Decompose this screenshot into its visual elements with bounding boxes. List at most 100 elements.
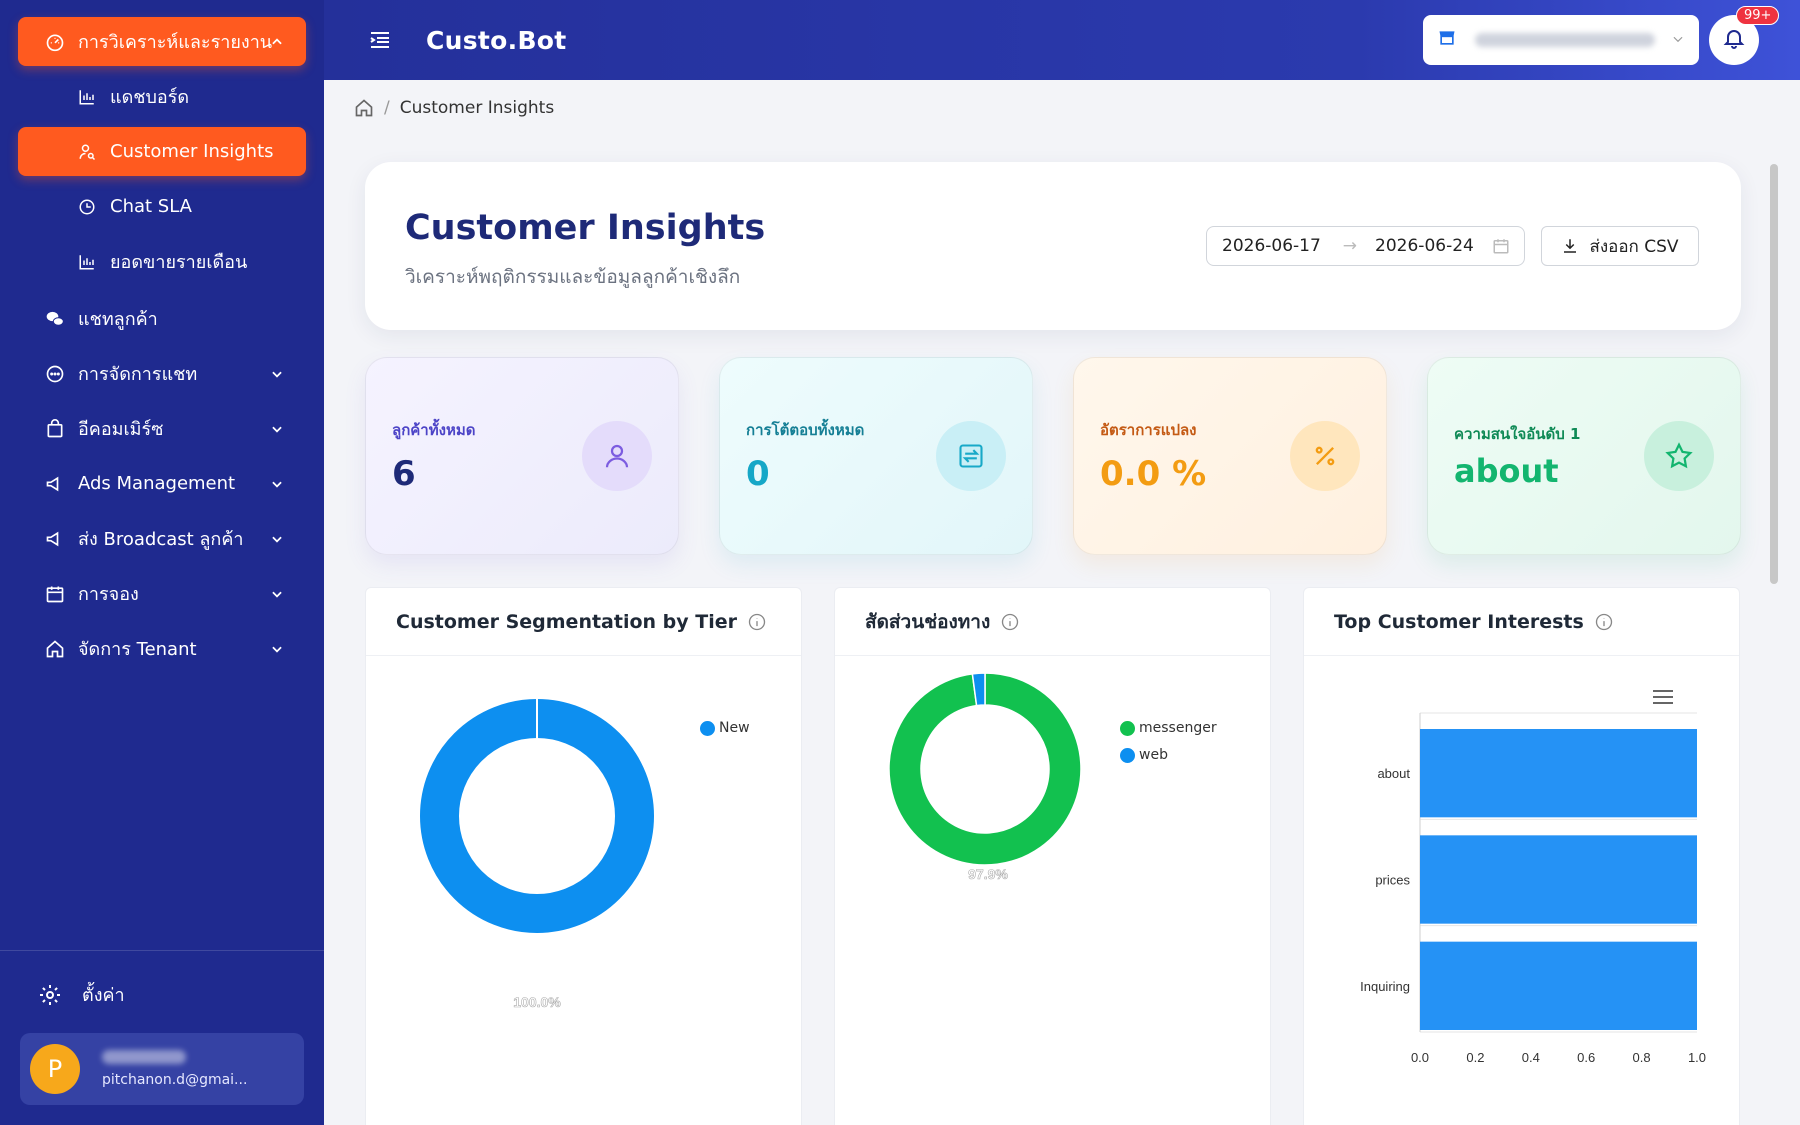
chart-legend: messenger web — [1120, 720, 1217, 763]
bar-prices[interactable] — [1420, 835, 1697, 924]
sidebar-item-customer-insights[interactable]: Customer Insights — [18, 127, 306, 176]
sidebar-divider — [0, 950, 324, 951]
y-tick-label: about — [1377, 766, 1410, 781]
x-tick-label: 0.8 — [1633, 1050, 1651, 1065]
segmentation-donut-chart: 100.0% — [420, 699, 654, 1010]
chevron-down-icon — [270, 532, 284, 546]
top-header: Custo.Bot 99+ — [324, 0, 1800, 80]
download-icon — [1561, 237, 1579, 255]
calendar-icon — [44, 583, 66, 605]
bar-about[interactable] — [1420, 729, 1697, 818]
sidebar-item-chat-sla[interactable]: Chat SLA — [18, 182, 306, 231]
card-header: สัดส่วนช่องทาง — [835, 588, 1270, 656]
chevron-down-icon — [270, 367, 284, 381]
home-icon[interactable] — [354, 98, 374, 118]
export-label: ส่งออก CSV — [1589, 236, 1679, 257]
gear-icon — [38, 983, 62, 1007]
x-tick-label: 0.0 — [1411, 1050, 1429, 1065]
legend-marker — [1120, 747, 1135, 763]
segmentation-card: Customer Segmentation by Tier 100.0% New — [365, 587, 802, 1125]
date-end[interactable]: 2026-06-24 — [1375, 236, 1474, 256]
card-title: Customer Segmentation by Tier — [396, 610, 737, 633]
home-icon — [44, 638, 66, 660]
chevron-up-icon — [270, 35, 284, 49]
avatar: P — [30, 1044, 80, 1094]
user-icon — [582, 421, 652, 491]
chevron-down-icon — [270, 642, 284, 656]
interests-bar-chart: about prices Inquiring 0.0 0.2 0.4 0.6 0.8 1.0 — [1360, 712, 1706, 1065]
date-start[interactable]: 2026-06-17 — [1222, 236, 1321, 256]
sidebar-group-analytics[interactable]: การวิเคราะห์และรายงาน — [18, 17, 306, 66]
info-icon[interactable] — [1000, 612, 1020, 632]
legend-item-messenger[interactable]: messenger — [1120, 720, 1217, 736]
sidebar-item-monthly-sales[interactable]: ยอดขายรายเดือน — [18, 237, 306, 286]
megaphone-icon — [44, 473, 66, 495]
user-profile-card[interactable]: P pitchanon.d@gmai... — [20, 1033, 304, 1105]
chat-bubble-icon — [44, 363, 66, 385]
slice-messenger[interactable] — [888, 672, 1082, 866]
channel-share-card: สัดส่วนช่องทาง 97.9% messenger web — [834, 587, 1271, 1125]
store-selector[interactable] — [1423, 15, 1699, 65]
dashboard-gauge-icon — [44, 31, 66, 53]
main-content: / Customer Insights Customer Insights วิ… — [324, 80, 1782, 1125]
arrow-right-icon: → — [1342, 236, 1358, 256]
export-csv-button[interactable]: ส่งออก CSV — [1541, 226, 1699, 266]
sidebar-item-ecommerce[interactable]: อีคอมเมิร์ซ — [18, 404, 306, 453]
legend-label: web — [1139, 747, 1168, 763]
info-icon[interactable] — [747, 612, 767, 632]
legend-item-web[interactable]: web — [1120, 747, 1217, 763]
stat-label: การโต้ตอบทั้งหมด — [746, 421, 865, 439]
wechat-icon — [44, 308, 66, 330]
settings-link[interactable]: ตั้งค่า — [38, 980, 125, 1009]
store-name-redacted — [1475, 33, 1655, 47]
stat-value: 0 — [746, 454, 770, 494]
interests-card: Top Customer Interests about prices Inquir… — [1303, 587, 1740, 1125]
sidebar-item-label: แดชบอร์ด — [110, 87, 190, 108]
stat-label: ลูกค้าทั้งหมด — [392, 421, 476, 439]
y-tick-label: prices — [1375, 873, 1410, 888]
channel-donut-chart: 97.9% — [888, 672, 1082, 882]
user-search-icon — [76, 141, 98, 163]
sidebar-item-broadcast[interactable]: ส่ง Broadcast ลูกค้า — [18, 514, 306, 563]
scrollbar-thumb[interactable] — [1770, 164, 1778, 584]
chart-menu-icon[interactable] — [1653, 689, 1675, 705]
legend-marker — [700, 720, 715, 736]
slice-data-label: 97.9% — [968, 866, 1008, 882]
sidebar-item-label: จัดการ Tenant — [78, 639, 197, 660]
chevron-down-icon — [270, 477, 284, 491]
stat-card-conversion-rate: อัตราการแปลง 0.0 % — [1073, 357, 1387, 555]
stat-value: 0.0 % — [1100, 454, 1207, 494]
sidebar-item-customer-chat[interactable]: แชทลูกค้า — [18, 294, 306, 343]
sidebar-item-label: ยอดขายรายเดือน — [110, 252, 248, 273]
sidebar-item-label: Ads Management — [78, 473, 236, 494]
info-icon[interactable] — [1594, 612, 1614, 632]
card-header: Customer Segmentation by Tier — [366, 588, 801, 656]
card-title: สัดส่วนช่องทาง — [865, 610, 991, 633]
sidebar-item-ads-management[interactable]: Ads Management — [18, 459, 306, 508]
x-tick-label: 0.4 — [1522, 1050, 1540, 1065]
legend-item-New[interactable]: New — [700, 720, 750, 736]
user-info: pitchanon.d@gmai... — [102, 1050, 247, 1088]
sidebar-item-label: แชทลูกค้า — [78, 309, 158, 330]
side-menu: การวิเคราะห์และรายงาน แดชบอร์ด Customer … — [0, 0, 324, 673]
sidebar-item-chat-management[interactable]: การจัดการแชท — [18, 349, 306, 398]
date-range-picker[interactable]: 2026-06-17 → 2026-06-24 — [1206, 226, 1525, 266]
megaphone-icon — [44, 528, 66, 550]
slice-web[interactable] — [971, 672, 986, 707]
sidebar-item-tenant[interactable]: จัดการ Tenant — [18, 624, 306, 673]
breadcrumb-current: Customer Insights — [399, 98, 555, 118]
menu-collapse-icon[interactable] — [368, 28, 392, 52]
brand-name: Custo.Bot — [426, 25, 567, 55]
sidebar: การวิเคราะห์และรายงาน แดชบอร์ด Customer … — [0, 0, 324, 1125]
sidebar-item-booking[interactable]: การจอง — [18, 569, 306, 618]
repeat-icon — [936, 421, 1006, 491]
sidebar-item-label: การจัดการแชท — [78, 364, 198, 385]
store-icon — [1437, 28, 1457, 52]
stat-label: อัตราการแปลง — [1100, 421, 1197, 439]
bar-Inquiring[interactable] — [1420, 941, 1697, 1030]
sidebar-item-dashboard[interactable]: แดชบอร์ด — [18, 72, 306, 121]
slice-New[interactable] — [420, 699, 654, 933]
page-header-card: Customer Insights วิเคราะห์พฤติกรรมและข้… — [365, 162, 1741, 330]
chevron-down-icon — [270, 422, 284, 436]
slice-data-label: 100.0% — [513, 994, 561, 1010]
